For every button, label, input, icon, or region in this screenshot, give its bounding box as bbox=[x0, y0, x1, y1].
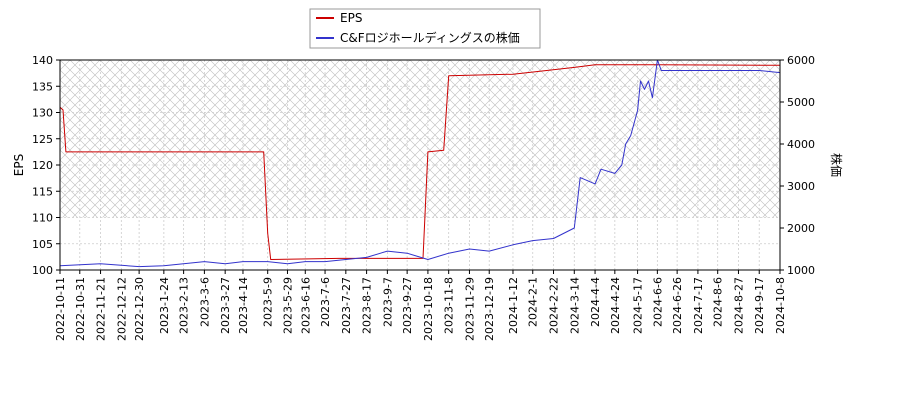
y-tick-label-left: 115 bbox=[32, 185, 53, 198]
x-tick-label: 2023-10-18 bbox=[422, 277, 435, 341]
x-tick-label: 2023-1-24 bbox=[158, 277, 171, 334]
y-tick-label-right: 5000 bbox=[787, 96, 815, 109]
y-tick-label-left: 105 bbox=[32, 238, 53, 251]
x-tick-label: 2024-10-8 bbox=[774, 277, 787, 334]
x-tick-label: 2024-3-14 bbox=[568, 277, 581, 334]
x-tick-label: 2023-3-27 bbox=[219, 277, 232, 334]
x-tick-label: 2024-2-1 bbox=[527, 277, 540, 327]
y-tick-label-left: 125 bbox=[32, 133, 53, 146]
legend-label-eps: EPS bbox=[340, 11, 362, 25]
series-line-price bbox=[60, 60, 780, 268]
x-tick-label: 2023-9-7 bbox=[381, 277, 394, 327]
x-tick-label: 2024-7-17 bbox=[692, 277, 705, 334]
x-tick-label: 2023-7-27 bbox=[340, 277, 353, 334]
y-axis-right: 1000 2000 3000 4000 5000 6000 bbox=[780, 54, 815, 277]
y-axis-left-label: EPS bbox=[12, 154, 26, 176]
x-tick-label: 2024-8-27 bbox=[732, 277, 745, 334]
y-tick-label-left: 135 bbox=[32, 80, 53, 93]
x-tick-label: 2023-5-29 bbox=[281, 277, 294, 334]
x-tick-label: 2023-4-14 bbox=[237, 277, 250, 334]
y-tick-label-right: 3000 bbox=[787, 180, 815, 193]
x-tick-label: 2024-5-17 bbox=[632, 277, 645, 334]
legend: EPS C&Fロジホールディングスの株価 bbox=[309, 8, 541, 49]
y-axis-right-label: 株価 bbox=[829, 153, 844, 177]
x-tick-label: 2023-6-16 bbox=[299, 277, 312, 334]
y-tick-label-right: 2000 bbox=[787, 222, 815, 235]
x-tick-label: 2022-12-12 bbox=[115, 277, 128, 341]
y-tick-label-left: 100 bbox=[32, 264, 53, 277]
x-tick-label: 2024-4-24 bbox=[609, 277, 622, 334]
x-tick-label: 2024-1-12 bbox=[507, 277, 520, 334]
x-tick-label: 2022-10-31 bbox=[74, 277, 87, 341]
x-tick-label: 2024-8-6 bbox=[712, 277, 725, 327]
series-line-eps bbox=[60, 64, 780, 260]
x-tick-label: 2023-8-17 bbox=[361, 277, 374, 334]
legend-label-price: C&Fロジホールディングスの株価 bbox=[340, 30, 520, 45]
x-tick-label: 2024-2-22 bbox=[548, 277, 561, 334]
x-tick-label: 2024-6-26 bbox=[671, 277, 684, 334]
y-tick-label-left: 120 bbox=[32, 159, 53, 172]
series-layer bbox=[60, 60, 780, 268]
x-axis: 2022-10-11 2022-10-31 2022-11-21 2022-12-12… bbox=[54, 270, 787, 341]
x-tick-label: 2023-3-6 bbox=[198, 277, 211, 327]
x-tick-label: 2022-12-30 bbox=[133, 277, 146, 341]
x-tick-label: 2024-4-4 bbox=[589, 277, 602, 327]
y-tick-label-right: 1000 bbox=[787, 264, 815, 277]
x-tick-label: 2023-5-9 bbox=[262, 277, 275, 327]
x-tick-label: 2023-11-29 bbox=[463, 277, 476, 341]
x-tick-label: 2024-6-6 bbox=[651, 277, 664, 327]
x-tick-label: 2023-9-27 bbox=[401, 277, 414, 334]
x-tick-label: 2022-11-21 bbox=[95, 277, 108, 341]
x-tick-label: 2023-12-19 bbox=[483, 277, 496, 341]
y-tick-label-right: 4000 bbox=[787, 138, 815, 151]
y-tick-label-left: 110 bbox=[32, 212, 53, 225]
x-tick-label: 2024-9-17 bbox=[753, 277, 766, 334]
legend-box bbox=[309, 8, 541, 49]
y-tick-label-left: 140 bbox=[32, 54, 53, 67]
x-tick-label: 2023-2-13 bbox=[178, 277, 191, 334]
grid bbox=[59, 59, 781, 271]
y-tick-label-right: 6000 bbox=[787, 54, 815, 67]
y-tick-label-left: 130 bbox=[32, 107, 53, 120]
x-tick-label: 2023-7-6 bbox=[319, 277, 332, 327]
x-tick-label: 2023-11-8 bbox=[443, 277, 456, 334]
y-axis-left: 100 105 110 115 120 125 130 135 140 bbox=[32, 54, 60, 277]
x-tick-label: 2022-10-11 bbox=[54, 277, 67, 341]
